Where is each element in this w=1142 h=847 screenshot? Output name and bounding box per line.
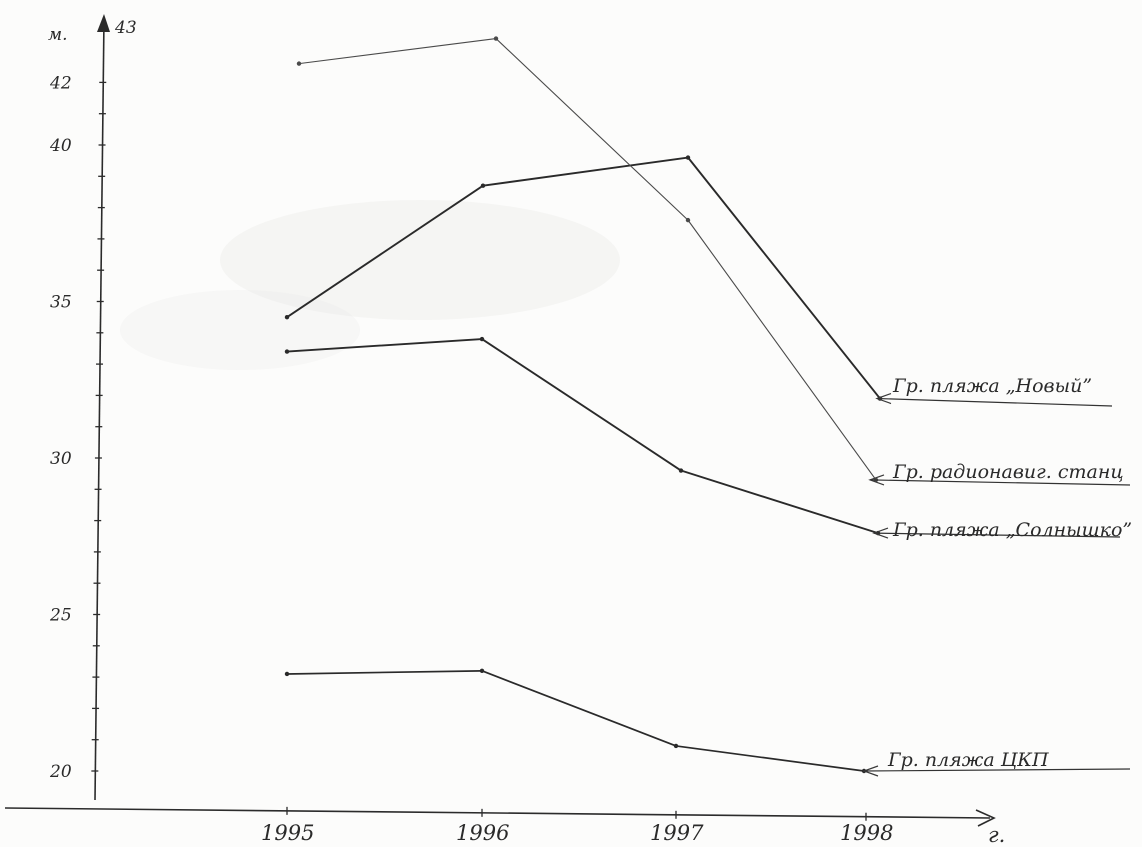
series-label: Гр. пляжа ЦКП — [887, 749, 1049, 771]
data-point — [479, 668, 485, 674]
y-axis-line — [94, 17, 105, 801]
data-point — [479, 336, 485, 342]
x-tick-label: 1996 — [456, 821, 509, 845]
x-tick-label: 1998 — [840, 821, 893, 845]
series-label: Гр. пляжа „Солнышко” — [892, 519, 1132, 541]
x-tick-label: 1997 — [650, 821, 704, 845]
x-tick-label: 1995 — [261, 821, 314, 845]
paper-smudges — [120, 200, 620, 370]
data-point — [284, 671, 290, 677]
y-tick-label: 40 — [49, 136, 72, 156]
label-underline — [869, 479, 1131, 486]
x-axis-line — [4, 807, 991, 819]
series-label: Гр. пляжа „Новый” — [892, 375, 1092, 397]
series-layer — [284, 36, 883, 774]
series-labels: Гр. пляжа „Новый” Гр. радионавиг. станц Гр… — [862, 375, 1132, 777]
y-axis-arrowhead — [97, 14, 110, 32]
x-ticks: 1995 1996 1997 1998 — [261, 806, 893, 845]
series-line — [286, 338, 879, 535]
x-axis-arrowhead — [975, 809, 996, 827]
data-point — [673, 743, 679, 749]
data-point — [480, 183, 486, 188]
data-point — [284, 349, 290, 354]
data-point — [493, 36, 499, 41]
data-point — [296, 61, 302, 66]
y-tick-label: 25 — [49, 606, 72, 626]
label-underline — [863, 768, 1131, 772]
y-axis-top-value: 43 — [114, 18, 137, 38]
series-line — [298, 38, 877, 481]
y-tick-label: 42 — [49, 73, 72, 93]
series-line — [286, 156, 881, 400]
data-point — [685, 155, 691, 160]
y-ticks: 20 25 30 35 40 42 — [49, 73, 107, 782]
x-axis-unit-label: г. — [988, 823, 1005, 847]
y-tick-label: 20 — [49, 762, 72, 782]
data-point — [284, 314, 290, 320]
y-tick-label: 30 — [50, 449, 72, 469]
label-underline — [876, 397, 1113, 407]
label-underline — [873, 532, 1121, 538]
data-point — [678, 468, 684, 473]
data-point — [685, 217, 691, 223]
y-axis-unit-label: м. — [48, 25, 68, 45]
y-tick-label: 35 — [50, 293, 72, 313]
series-line — [286, 669, 865, 772]
series-label: Гр. радионавиг. станц — [892, 461, 1124, 483]
